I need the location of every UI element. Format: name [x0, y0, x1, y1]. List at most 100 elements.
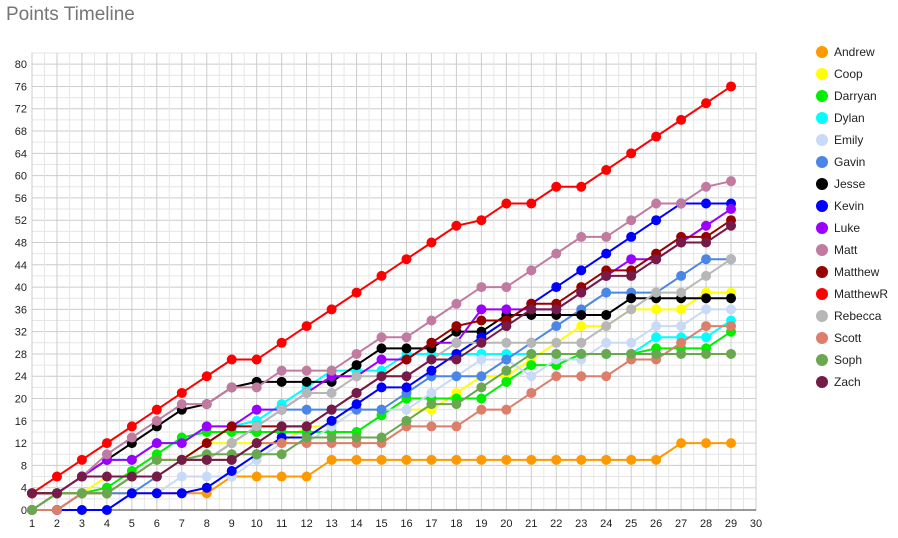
legend-item-andrew[interactable]: Andrew	[816, 45, 875, 59]
legend-item-soph[interactable]: Soph	[816, 353, 862, 367]
data-point	[426, 365, 437, 376]
legend-item-luke[interactable]: Luke	[816, 221, 860, 235]
legend-label: Scott	[834, 331, 862, 345]
data-point	[526, 265, 537, 276]
x-tick-label: 17	[425, 518, 437, 530]
data-point	[351, 348, 362, 359]
data-point	[626, 337, 637, 348]
data-point	[276, 337, 287, 348]
data-point	[226, 421, 237, 432]
data-point	[301, 387, 312, 398]
data-point	[626, 215, 637, 226]
data-point	[601, 248, 612, 259]
data-point	[426, 387, 437, 398]
legend-item-jesse[interactable]: Jesse	[816, 177, 866, 191]
data-point	[176, 488, 187, 499]
legend-item-matthew[interactable]: Matthew	[816, 265, 880, 279]
data-point	[701, 98, 712, 109]
x-tick-label: 23	[575, 518, 587, 530]
legend-label: Coop	[834, 67, 863, 81]
legend-item-zach[interactable]: Zach	[816, 375, 861, 389]
data-point	[401, 382, 412, 393]
y-tick-label: 56	[15, 193, 27, 205]
data-point	[126, 421, 137, 432]
data-point	[76, 505, 87, 515]
x-tick-label: 22	[550, 518, 562, 530]
legend-marker	[816, 112, 828, 124]
grid	[31, 52, 757, 511]
series-matt	[27, 176, 737, 515]
x-tick-label: 9	[229, 518, 235, 530]
data-point	[351, 399, 362, 410]
data-point	[101, 449, 112, 460]
data-point	[401, 343, 412, 354]
legend-label: Dylan	[834, 111, 865, 125]
legend-marker	[816, 244, 828, 256]
data-point	[476, 393, 487, 404]
legend-item-rebecca[interactable]: Rebecca	[816, 309, 882, 323]
x-tick-label: 3	[79, 518, 85, 530]
legend-item-coop[interactable]: Coop	[816, 67, 863, 81]
data-point	[701, 270, 712, 281]
legend-item-dylan[interactable]: Dylan	[816, 111, 865, 125]
data-point	[576, 454, 587, 465]
y-tick-label: 4	[21, 483, 27, 495]
legend-marker	[816, 68, 828, 80]
data-point	[151, 438, 162, 449]
legend-marker	[816, 178, 828, 190]
data-point	[726, 304, 737, 315]
data-point	[551, 337, 562, 348]
legend-label: Darryan	[834, 89, 877, 103]
data-point	[626, 231, 637, 242]
data-point	[601, 454, 612, 465]
legend-item-matt[interactable]: Matt	[816, 243, 858, 257]
x-tick-label: 15	[375, 518, 387, 530]
chart-title: Points Timeline	[6, 4, 135, 25]
data-point	[451, 421, 462, 432]
x-tick-label: 4	[104, 518, 110, 530]
x-tick-label: 7	[179, 518, 185, 530]
data-point	[251, 449, 262, 460]
x-tick-label: 1	[29, 518, 35, 530]
legend-item-emily[interactable]: Emily	[816, 133, 863, 147]
data-point	[476, 371, 487, 382]
data-point	[451, 220, 462, 231]
data-point	[701, 304, 712, 315]
legend-label: Emily	[834, 133, 863, 147]
data-point	[351, 371, 362, 382]
data-point	[651, 215, 662, 226]
legend-item-kevin[interactable]: Kevin	[816, 199, 864, 213]
data-point	[376, 404, 387, 415]
data-point	[451, 371, 462, 382]
data-point	[576, 309, 587, 320]
data-point	[251, 382, 262, 393]
legend-item-matthewr[interactable]: MatthewR	[816, 287, 888, 301]
data-point	[726, 293, 737, 304]
axes: 0481216202428323640444852566064687276801…	[15, 59, 762, 530]
data-point	[676, 237, 687, 248]
y-tick-label: 28	[15, 349, 27, 361]
data-point	[726, 176, 737, 187]
data-point	[426, 354, 437, 365]
y-tick-label: 48	[15, 237, 27, 249]
data-point	[676, 270, 687, 281]
legend-item-darryan[interactable]: Darryan	[816, 89, 877, 103]
data-point	[451, 321, 462, 332]
data-point	[676, 114, 687, 125]
y-tick-label: 80	[15, 59, 27, 71]
data-point	[226, 465, 237, 476]
legend-item-gavin[interactable]: Gavin	[816, 155, 865, 169]
data-point	[501, 365, 512, 376]
legend-marker	[816, 332, 828, 344]
y-tick-label: 0	[21, 505, 27, 517]
data-point	[526, 360, 537, 371]
data-point	[151, 404, 162, 415]
data-point	[251, 438, 262, 449]
data-point	[551, 371, 562, 382]
legend-item-scott[interactable]: Scott	[816, 331, 862, 345]
data-point	[251, 471, 262, 482]
data-point	[201, 482, 212, 493]
data-point	[451, 454, 462, 465]
y-tick-label: 32	[15, 327, 27, 339]
legend[interactable]: Andrew Coop Darryan Dylan Emily Gavin Jesse Kev…	[816, 45, 888, 389]
